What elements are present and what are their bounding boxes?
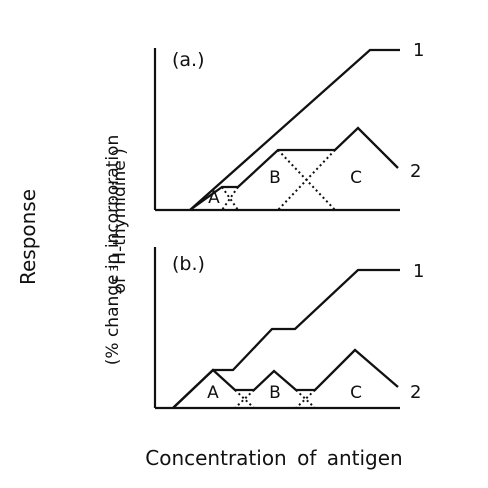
panel-a-series-1-label: 1 — [413, 40, 424, 61]
panel-b-label: (b.) — [172, 253, 205, 275]
panel-a-dotted-segment-3 — [277, 149, 336, 211]
panel-b-series-2-label: 2 — [410, 382, 421, 403]
panel-a-region-label-a: A — [208, 188, 220, 208]
panel-b-dotted-segment-2 — [295, 389, 316, 409]
panel-a-series-1-line — [189, 48, 400, 211]
panel-a-dotted-segment-0 — [221, 186, 239, 211]
panel-b-region-label-b: B — [269, 383, 281, 403]
panel-a-dotted-segment-1 — [221, 186, 239, 211]
panel-b-region-label-c: C — [350, 383, 362, 403]
panel-a-label: (a.) — [172, 49, 205, 71]
panel-b: (b.) 1 2 A B C — [153, 247, 424, 410]
panel-b-series-1-label: 1 — [413, 261, 424, 282]
panel-b-dotted-segment-0 — [234, 389, 255, 409]
panel-a-series-2-label: 2 — [410, 161, 421, 182]
panel-a-series-2-line — [189, 126, 399, 211]
panel-a-region-label-c: C — [350, 168, 362, 188]
panel-a-region-label-b: B — [269, 168, 281, 188]
panel-b-dotted-segment-3 — [295, 389, 316, 409]
panel-b-series-2-line — [172, 348, 399, 409]
panel-b-dotted-segment-1 — [234, 389, 255, 409]
panel-b-region-label-a: A — [207, 383, 219, 403]
x-axis-title: Concentration of antigen — [145, 446, 403, 470]
panel-a: (a.) 1 2 A B C — [153, 40, 424, 212]
